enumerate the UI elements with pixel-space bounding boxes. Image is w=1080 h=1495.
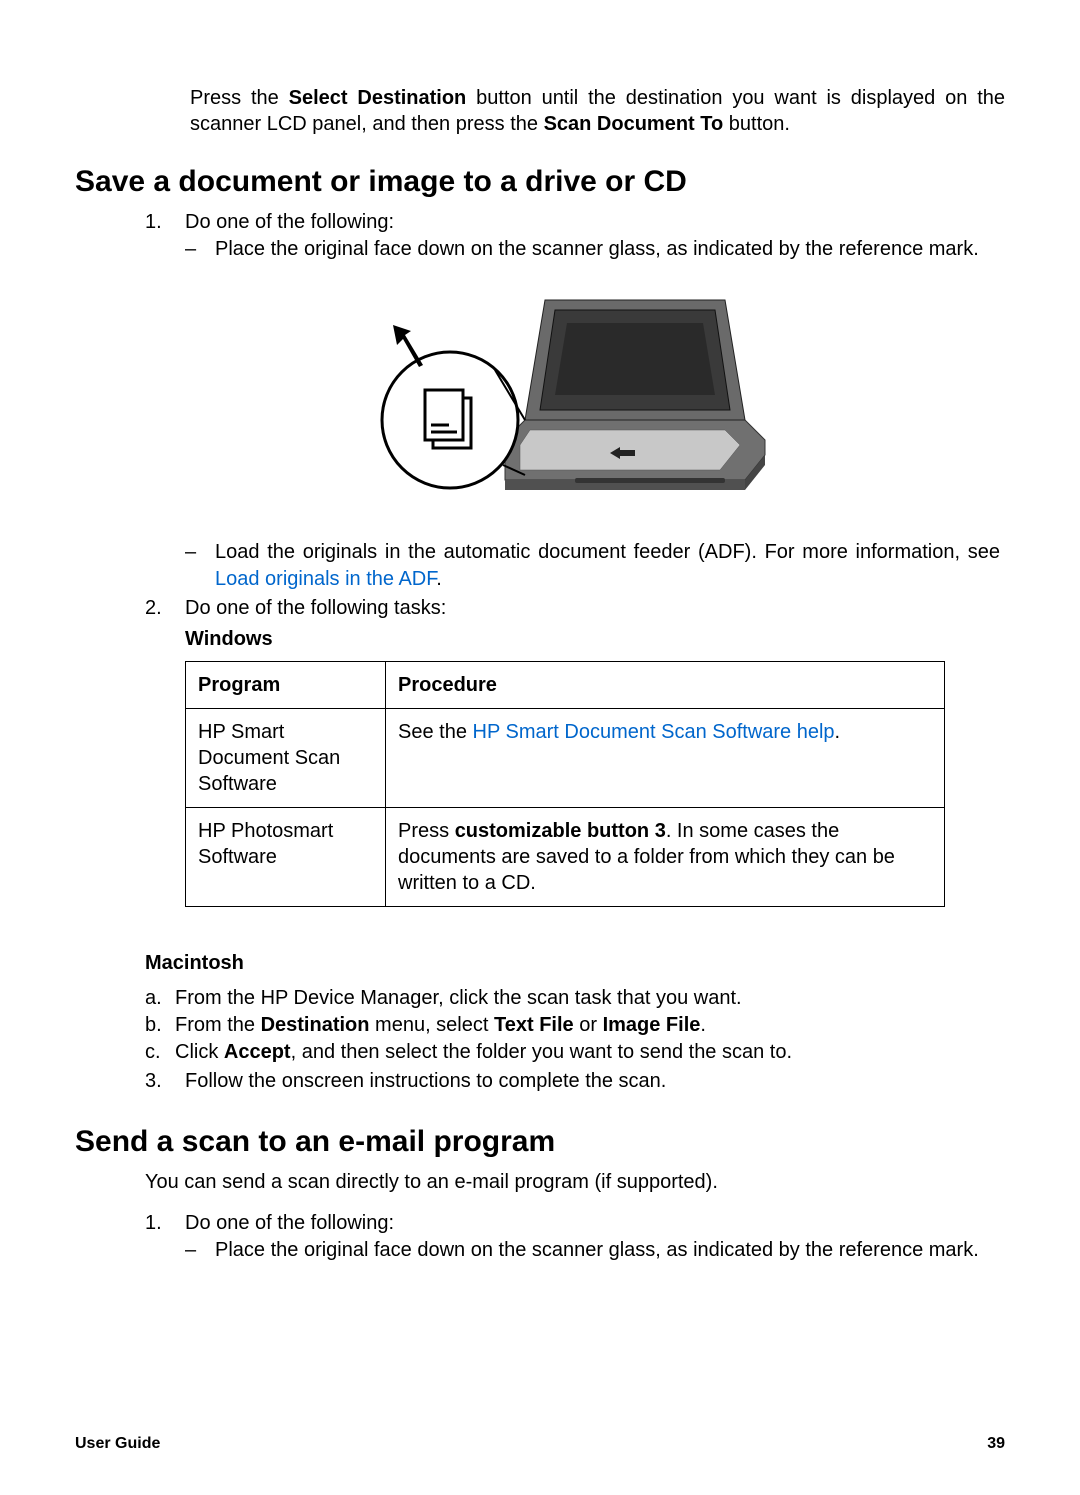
step1-text: Do one of the following:	[185, 211, 394, 233]
step3-text: Follow the onscreen instructions to comp…	[185, 1070, 666, 1092]
step1-sublist: –Place the original face down on the sca…	[185, 236, 1005, 263]
mac-b-post: .	[700, 1014, 706, 1036]
section2-heading: Send a scan to an e-mail program	[75, 1125, 1005, 1159]
intro-bold-1: Select Destination	[289, 87, 467, 109]
mac-b-b3: Image File	[603, 1014, 701, 1036]
mac-b-b2: Text File	[494, 1014, 574, 1036]
step1b-post: .	[436, 568, 442, 590]
intro-post: button.	[723, 113, 790, 135]
mac-b-mid: menu, select	[369, 1014, 494, 1036]
section2: Send a scan to an e-mail program You can…	[75, 1125, 1005, 1264]
s2-step1-number: 1.	[145, 1210, 185, 1237]
section1-heading: Save a document or image to a drive or C…	[75, 165, 1005, 199]
header-procedure: Procedure	[386, 662, 945, 709]
mac-c-bold: Accept	[224, 1041, 291, 1063]
step-3: 3.Follow the onscreen instructions to co…	[145, 1068, 1005, 1095]
step1b: –Load the originals in the automatic doc…	[185, 539, 1005, 593]
mac-c-post: , and then select the folder you want to…	[291, 1041, 792, 1063]
table-header-row: Program Procedure	[186, 662, 945, 709]
mac-step-a: a.From the HP Device Manager, click the …	[145, 985, 1005, 1012]
section2-list: 1.Do one of the following: –Place the or…	[145, 1210, 1005, 1264]
s2-step1-text: Do one of the following:	[185, 1212, 394, 1234]
scanner-illustration	[375, 275, 775, 525]
step-2-mac: Macintosh a.From the HP Device Manager, …	[145, 919, 1005, 1066]
section2-intro: You can send a scan directly to an e-mai…	[145, 1169, 1005, 1196]
step1a-text: Place the original face down on the scan…	[215, 236, 1000, 263]
mac-c-label: c.	[145, 1039, 175, 1066]
page-footer: User Guide 39	[75, 1435, 1005, 1453]
windows-label: Windows	[185, 626, 1005, 653]
mac-c-text: Click Accept, and then select the folder…	[175, 1039, 1000, 1066]
document-page: Press the Select Destination button unti…	[0, 0, 1080, 1495]
r2c2-bold: customizable button 3	[455, 820, 666, 842]
mac-a-label: a.	[145, 985, 175, 1012]
mac-a-text: From the HP Device Manager, click the sc…	[175, 985, 1000, 1012]
step1b-pre: Load the originals in the automatic docu…	[215, 541, 1000, 563]
cell-program-1: HP Smart Document Scan Software	[186, 709, 386, 808]
step-2: 2.Do one of the following tasks: Windows	[145, 595, 1005, 653]
s2-step1-sublist: –Place the original face down on the sca…	[185, 1237, 1005, 1264]
step1b-text: Load the originals in the automatic docu…	[215, 539, 1000, 593]
intro-bold-2: Scan Document To	[544, 113, 724, 135]
cell-program-2: HP Photosmart Software	[186, 808, 386, 907]
cell-procedure-2: Press customizable button 3. In some cas…	[386, 808, 945, 907]
r2c2-pre: Press	[398, 820, 455, 842]
mac-b-label: b.	[145, 1012, 175, 1039]
macintosh-label: Macintosh	[145, 950, 1005, 977]
section1-list-cont: Macintosh a.From the HP Device Manager, …	[145, 919, 1005, 1095]
section1-list: 1.Do one of the following: –Place the or…	[145, 209, 1005, 653]
mac-b-or: or	[574, 1014, 603, 1036]
r1c2-post: .	[835, 721, 841, 743]
mac-step-b: b.From the Destination menu, select Text…	[145, 1012, 1005, 1039]
page-number: 39	[987, 1435, 1005, 1453]
mac-b-text: From the Destination menu, select Text F…	[175, 1012, 1000, 1039]
step1-number: 1.	[145, 209, 185, 236]
scan-software-help-link[interactable]: HP Smart Document Scan Software help	[473, 721, 835, 743]
load-originals-link[interactable]: Load originals in the ADF	[215, 568, 436, 590]
step-1: 1.Do one of the following: –Place the or…	[145, 209, 1005, 593]
s2-step1a: –Place the original face down on the sca…	[185, 1237, 1005, 1264]
mac-step-c: c.Click Accept, and then select the fold…	[145, 1039, 1005, 1066]
dash-icon: –	[185, 236, 215, 263]
mac-b-b1: Destination	[261, 1014, 370, 1036]
mac-b-pre: From the	[175, 1014, 261, 1036]
intro-paragraph: Press the Select Destination button unti…	[190, 85, 1005, 137]
dash-icon: –	[185, 539, 215, 566]
cell-procedure-1: See the HP Smart Document Scan Software …	[386, 709, 945, 808]
step1-sublist-2: –Load the originals in the automatic doc…	[185, 539, 1005, 593]
s2-step-1: 1.Do one of the following: –Place the or…	[145, 1210, 1005, 1264]
dash-icon: –	[185, 1237, 215, 1264]
intro-pre: Press the	[190, 87, 289, 109]
step3-number: 3.	[145, 1068, 185, 1095]
r1c2-pre: See the	[398, 721, 473, 743]
table-row: HP Smart Document Scan Software See the …	[186, 709, 945, 808]
mac-steps: a.From the HP Device Manager, click the …	[145, 985, 1005, 1066]
mac-c-pre: Click	[175, 1041, 224, 1063]
table-row: HP Photosmart Software Press customizabl…	[186, 808, 945, 907]
header-program: Program	[186, 662, 386, 709]
footer-left: User Guide	[75, 1435, 160, 1452]
scanner-svg	[375, 275, 775, 525]
s2-step1a-text: Place the original face down on the scan…	[215, 1237, 1000, 1264]
windows-procedure-table: Program Procedure HP Smart Document Scan…	[185, 661, 945, 907]
step1a: –Place the original face down on the sca…	[185, 236, 1005, 263]
step2-number: 2.	[145, 595, 185, 622]
step2-text: Do one of the following tasks:	[185, 597, 446, 619]
